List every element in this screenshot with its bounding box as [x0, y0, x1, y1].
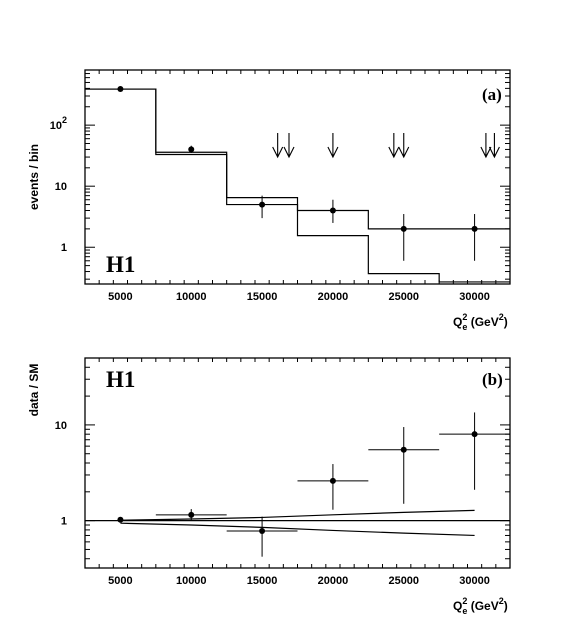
data-point [117, 86, 124, 93]
data-point [329, 477, 336, 484]
panel-b: 5000 10000 15000 20000 25000 30000 1 10 data / S… [27, 357, 511, 616]
y-axis-label: events / bin [27, 144, 41, 210]
y-tick-label-base: 10 [55, 181, 67, 193]
y-tick-label-base: 10 [50, 120, 62, 132]
data-point [471, 225, 478, 232]
x-axis-label: Qe2 (GeV2) [453, 596, 508, 616]
experiment-label: H1 [106, 252, 135, 277]
event-arrow [327, 133, 339, 159]
expectation-histogram-1 [85, 88, 510, 283]
y-tick-label: 102 [50, 115, 67, 132]
data-points [117, 86, 478, 261]
x-axis-label-unit-close: ) [504, 315, 508, 329]
y-tick-label: 10 [55, 420, 67, 432]
x-tick-label: 15000 [247, 575, 278, 587]
x-axis: 5000 10000 15000 20000 25000 30000 [84, 70, 511, 303]
data-point [259, 201, 266, 208]
panel-label: (b) [482, 370, 503, 389]
x-axis-label: Qe2 (GeV2) [453, 312, 508, 332]
x-axis-label-sup: 2 [462, 596, 467, 606]
event-arrow [480, 133, 492, 159]
data-point [400, 446, 407, 453]
event-arrow [488, 133, 500, 159]
x-tick-label: 5000 [108, 291, 132, 303]
data-point [188, 146, 195, 153]
y-tick-label-sup: 2 [62, 115, 67, 125]
x-axis-label-unit-close: ) [504, 599, 508, 613]
x-axis-label-unit: (GeV [467, 315, 498, 329]
data-point [259, 527, 266, 534]
x-tick-label: 10000 [176, 575, 207, 587]
event-arrow [272, 133, 284, 159]
plot-frame [84, 357, 511, 569]
y-tick-label-base: 1 [61, 516, 67, 528]
panel-label: (a) [482, 85, 502, 104]
expectation-histogram-2 [85, 88, 510, 230]
panel-a: 5000 10000 15000 20000 25000 30000110102event… [27, 69, 511, 332]
x-axis-label-sub: e [462, 606, 467, 616]
x-axis-label-main: Q [453, 315, 462, 329]
arrows [272, 133, 500, 159]
y-tick-label: 1 [61, 516, 67, 528]
data-points [117, 412, 510, 557]
x-tick-label: 10000 [176, 291, 207, 303]
x-tick-label: 30000 [459, 291, 490, 303]
x-axis: 5000 10000 15000 20000 25000 30000 [84, 358, 511, 587]
event-arrow [388, 133, 400, 159]
plot-frame [84, 69, 511, 285]
y-tick-label-base: 10 [55, 420, 67, 432]
x-tick-label: 25000 [388, 575, 419, 587]
x-tick-label: 20000 [318, 291, 349, 303]
experiment-label: H1 [106, 367, 135, 392]
data-point [188, 511, 195, 518]
data-point [400, 225, 407, 232]
event-arrow [398, 133, 410, 159]
x-tick-label: 15000 [247, 291, 278, 303]
x-axis-label-unit-sup: 2 [499, 596, 504, 606]
y-tick-label: 1 [61, 242, 67, 254]
x-axis-label-unit-sup: 2 [499, 312, 504, 322]
x-tick-label: 25000 [388, 291, 419, 303]
x-axis-label-unit: (GeV [467, 599, 498, 613]
x-axis-label-sub: e [462, 322, 467, 332]
x-axis-label-sup: 2 [462, 312, 467, 322]
y-tick-label: 10 [55, 181, 67, 193]
x-tick-label: 5000 [108, 575, 132, 587]
data-point [117, 516, 124, 523]
data-point [471, 431, 478, 438]
x-axis-label-main: Q [453, 599, 462, 613]
data-point [329, 207, 336, 214]
x-tick-label: 30000 [459, 575, 490, 587]
event-arrow [283, 133, 295, 159]
y-tick-label-base: 1 [61, 242, 67, 254]
y-axis-label: data / SM [27, 364, 41, 417]
band-upper-curve [120, 509, 475, 521]
band-lower-curve [120, 522, 475, 537]
x-tick-label: 20000 [318, 575, 349, 587]
